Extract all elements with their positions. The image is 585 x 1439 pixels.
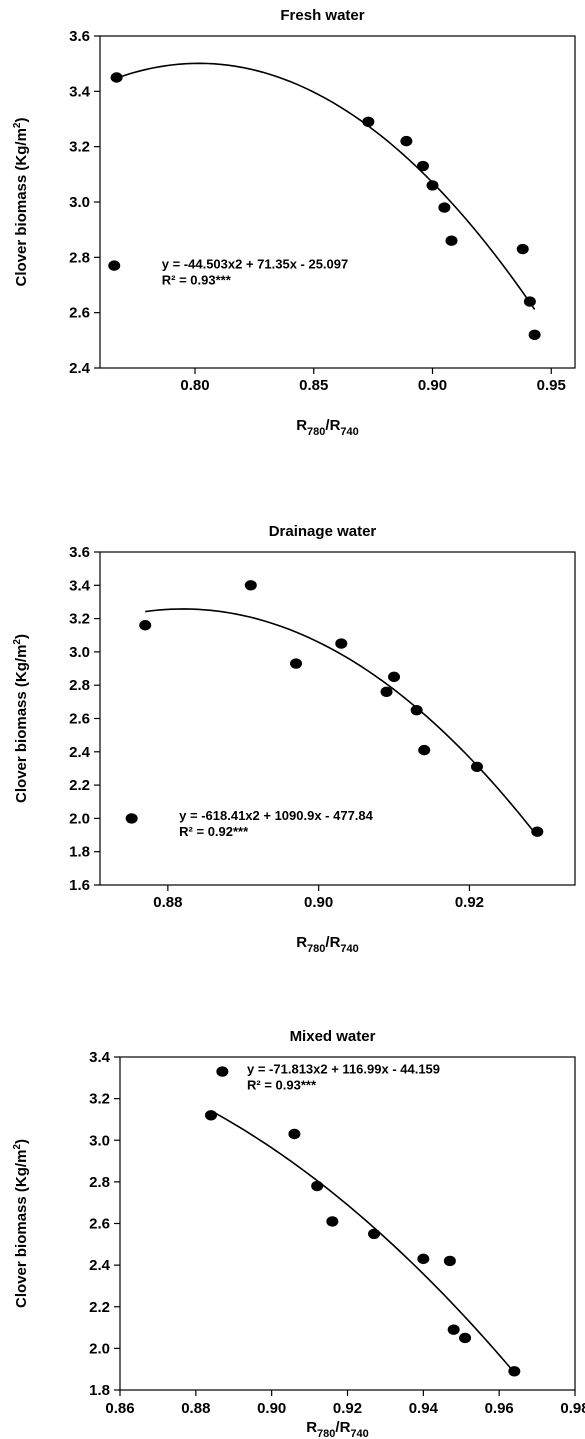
plot-frame	[99, 35, 576, 369]
x-tick-label: 0.94	[409, 1400, 439, 1417]
y-axis-label: Clover biomass (Kg/m2)	[12, 1139, 30, 1308]
regression-equation: y = -44.503x2 + 71.35x - 25.097	[162, 256, 349, 271]
y-tick-label: 2.4	[89, 1257, 111, 1274]
data-point	[516, 243, 529, 255]
data-point	[368, 1228, 381, 1240]
x-tick-label: 0.80	[180, 377, 209, 394]
x-tick-label: 0.90	[418, 377, 447, 394]
y-tick-label: 2.8	[69, 677, 90, 694]
y-tick-label: 2.6	[69, 711, 90, 728]
data-point	[288, 1128, 301, 1140]
r-squared-label: R² = 0.93***	[162, 272, 232, 287]
y-tick-label: 3.4	[69, 577, 91, 594]
data-point	[139, 620, 152, 631]
x-tick-label: 0.90	[304, 894, 333, 911]
y-tick-label: 1.8	[69, 844, 90, 861]
regression-equation: y = -618.41x2 + 1090.9x - 477.84	[179, 808, 373, 823]
y-tick-label: 3.6	[69, 28, 90, 45]
data-point	[110, 72, 123, 83]
data-point	[400, 135, 413, 147]
y-tick-label: 2.4	[69, 360, 91, 377]
trend-line	[116, 62, 536, 310]
y-tick-label: 2.4	[69, 744, 91, 761]
data-point	[335, 638, 348, 649]
x-tick-label: 0.96	[485, 1400, 514, 1417]
chart-panel-3: Mixed water 1.8 2.0 2.2 2.4 2.6 2.8 3.0 3.2 3.4 0.…	[12, 1028, 585, 1439]
data-point	[459, 1332, 472, 1344]
x-tick-label: 0.88	[181, 1400, 210, 1417]
data-point	[508, 1366, 521, 1377]
y-tick-label: 2.2	[89, 1299, 110, 1316]
r-squared-label: R² = 0.93***	[247, 1078, 317, 1093]
y-tick-label: 3.2	[69, 611, 90, 628]
data-point	[447, 1324, 460, 1335]
x-axis-label: R780/R740	[296, 417, 359, 438]
y-axis-label: Clover biomass (Kg/m2)	[12, 118, 30, 287]
chart-title: Drainage water	[269, 523, 377, 540]
chart-title: Fresh water	[280, 7, 364, 24]
trend-line	[210, 1110, 515, 1374]
data-point	[418, 744, 431, 756]
x-tick-label: 0.92	[455, 894, 484, 911]
y-tick-label: 2.6	[89, 1216, 110, 1233]
chart-title: Mixed water	[290, 1028, 376, 1045]
x-axis-label: R780/R740	[296, 934, 359, 955]
data-point	[528, 329, 541, 340]
r-squared-label: R² = 0.92***	[179, 824, 249, 839]
x-tick-label: 0.90	[257, 1400, 286, 1417]
data-point	[311, 1180, 324, 1192]
x-tick-label: 0.85	[299, 377, 328, 394]
data-point	[438, 202, 451, 213]
y-tick-label: 3.0	[89, 1132, 110, 1149]
data-point	[326, 1216, 339, 1227]
y-tick-label: 3.2	[89, 1091, 110, 1108]
data-point	[362, 116, 375, 127]
data-point	[244, 580, 257, 591]
y-tick-label: 2.8	[89, 1174, 110, 1191]
trend-line	[145, 608, 538, 837]
y-tick-label: 2.0	[89, 1340, 110, 1357]
plot-frame	[119, 1056, 576, 1391]
data-point	[417, 160, 429, 172]
regression-equation: y = -71.813x2 + 116.99x - 44.159	[247, 1062, 440, 1077]
plot-frame	[99, 551, 576, 886]
x-tick-label: 0.86	[105, 1400, 134, 1417]
data-point	[426, 180, 439, 191]
data-point	[445, 235, 458, 246]
data-point	[410, 704, 423, 716]
x-tick-label: 0.88	[153, 894, 182, 911]
x-tick-label: 0.98	[560, 1400, 585, 1417]
x-tick-label: 0.95	[537, 377, 566, 394]
y-axis-label: Clover biomass (Kg/m2)	[12, 634, 30, 803]
legend-marker	[108, 260, 121, 271]
x-tick-label: 0.92	[333, 1400, 362, 1417]
y-tick-label: 3.4	[89, 1049, 111, 1066]
y-tick-label: 3.2	[69, 139, 90, 156]
y-tick-label: 3.4	[69, 83, 91, 100]
y-tick-label: 2.0	[69, 810, 90, 827]
y-tick-label: 3.0	[69, 194, 90, 211]
chart-panel-2: Drainage water 1.6 1.8 2.0 2.2 2.4 2.6 2.8 3.0 3.…	[12, 523, 576, 955]
data-point	[290, 658, 303, 669]
x-axis-label: R780/R740	[306, 1419, 369, 1439]
y-tick-label: 2.2	[69, 777, 90, 794]
chart-panel-1: Fresh water 2.4 2.6 2.8 3.0 3.2 3.4 3.6 0.80 0.85…	[12, 7, 576, 438]
data-point	[470, 761, 483, 772]
data-point	[417, 1253, 430, 1265]
data-point	[380, 686, 393, 698]
data-point	[443, 1255, 456, 1267]
y-tick-label: 1.8	[89, 1382, 110, 1399]
data-point	[523, 296, 536, 307]
legend-marker	[216, 1066, 229, 1077]
data-point	[531, 826, 544, 837]
y-tick-label: 1.6	[69, 877, 90, 894]
y-tick-label: 2.6	[69, 305, 90, 322]
y-tick-label: 3.0	[69, 644, 90, 661]
y-tick-label: 2.8	[69, 249, 90, 266]
legend-marker	[125, 813, 138, 824]
data-point	[388, 671, 401, 683]
data-point	[205, 1110, 217, 1121]
y-tick-label: 3.6	[69, 544, 90, 561]
